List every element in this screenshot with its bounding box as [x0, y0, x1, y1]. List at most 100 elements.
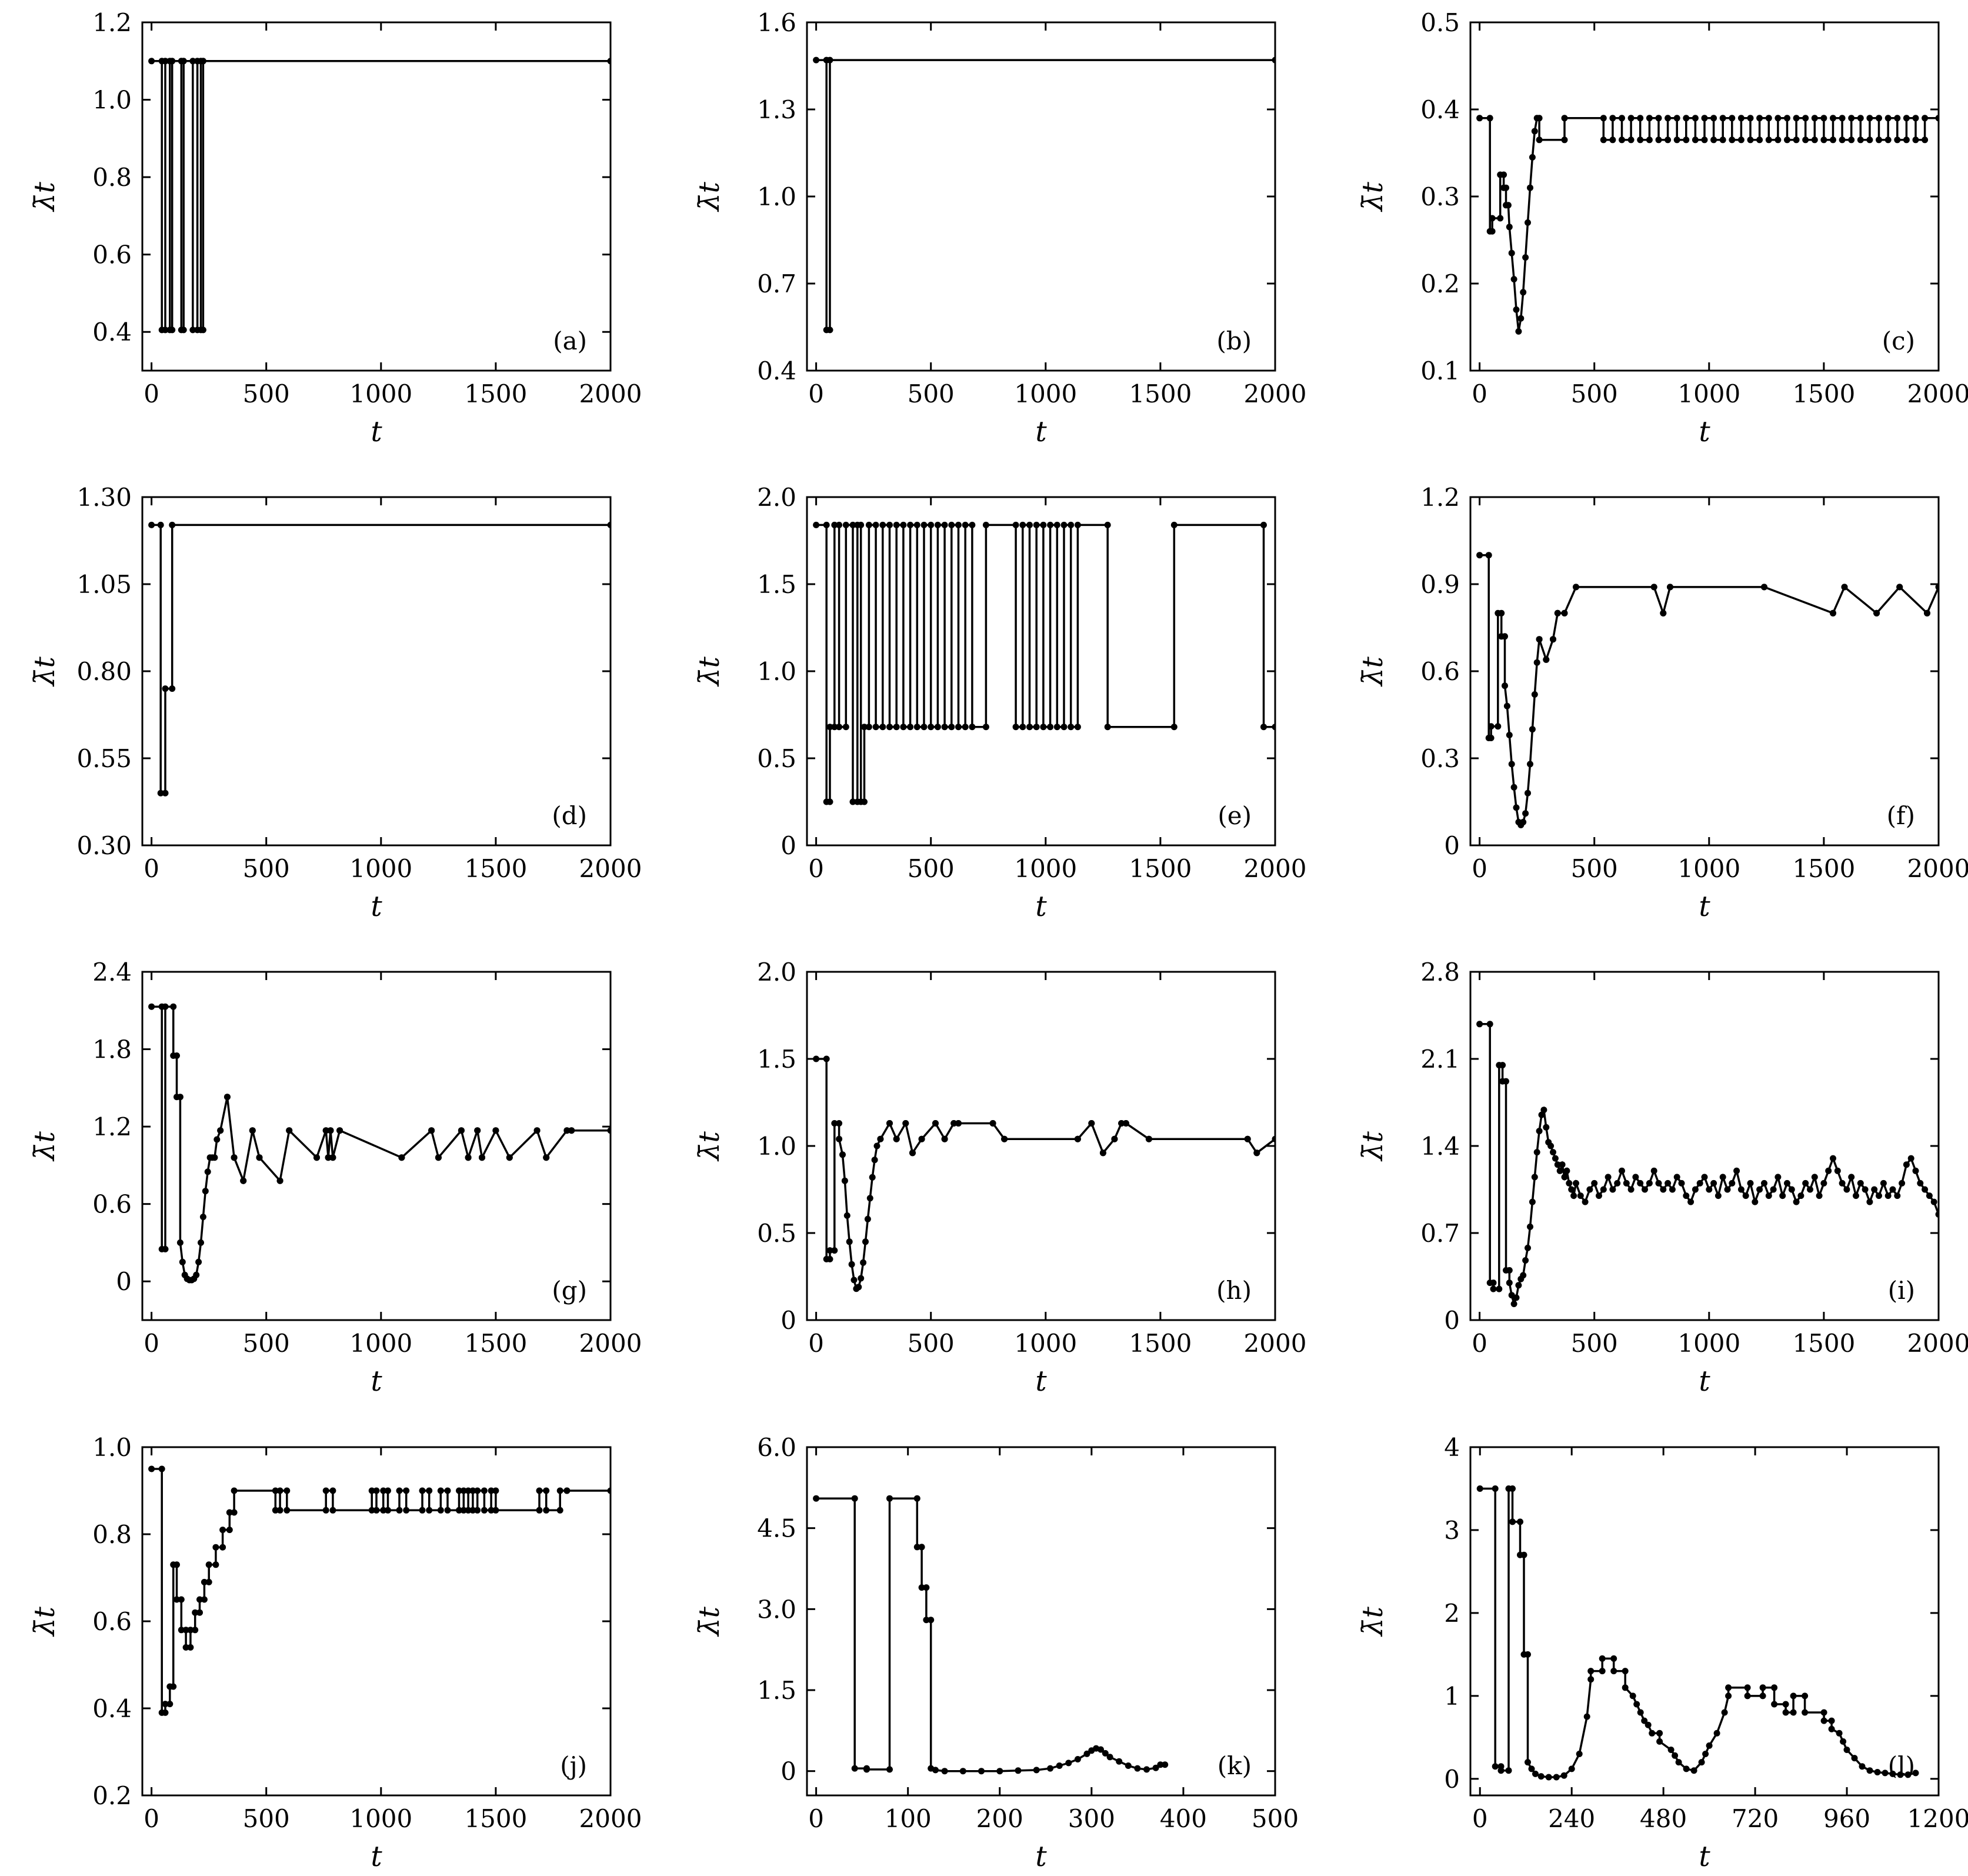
data-point	[187, 1627, 194, 1634]
x-tick-label: 0	[1472, 1804, 1488, 1833]
data-point	[1811, 115, 1818, 122]
data-point	[182, 1627, 189, 1634]
data-point	[1106, 1754, 1113, 1761]
data-point	[1503, 702, 1510, 709]
x-tick-label: 400	[1160, 1804, 1207, 1833]
data-point	[836, 521, 843, 528]
data-point	[1802, 136, 1809, 144]
data-point	[941, 521, 948, 528]
data-point	[1033, 724, 1040, 731]
x-tick-label: 500	[1252, 1804, 1299, 1833]
y-axis-label: λ̄t	[28, 181, 61, 212]
data-point	[226, 1527, 233, 1534]
data-point	[1765, 136, 1772, 144]
data-point	[842, 724, 849, 731]
panel-label: (i)	[1888, 1276, 1915, 1305]
data-point	[1026, 724, 1033, 731]
data-point	[322, 1487, 329, 1494]
panel-label: (g)	[552, 1276, 587, 1305]
data-point	[1125, 1762, 1132, 1769]
data-point	[1506, 732, 1513, 738]
panel-label: (h)	[1216, 1276, 1252, 1305]
data-point	[336, 1127, 343, 1134]
data-point	[1538, 1111, 1545, 1118]
x-tick-label: 0	[144, 1804, 159, 1833]
data-point	[1692, 1186, 1699, 1193]
y-axis-label: λ̄t	[1356, 1606, 1389, 1637]
data-point	[456, 1487, 462, 1494]
data-point	[831, 521, 838, 528]
data-point	[1848, 136, 1855, 144]
series-line	[1479, 1023, 1939, 1308]
data-point	[212, 1544, 219, 1551]
data-point	[169, 326, 176, 334]
x-tick-label: 1500	[464, 379, 527, 408]
data-point	[1492, 1485, 1499, 1492]
data-point	[368, 1487, 375, 1494]
data-point	[1570, 1192, 1577, 1199]
data-point	[1532, 1770, 1539, 1777]
data-point	[1782, 1701, 1789, 1708]
data-point	[1687, 1198, 1695, 1205]
data-point	[851, 1495, 858, 1502]
y-tick-label: 0.5	[1420, 8, 1460, 37]
data-point	[886, 1766, 893, 1773]
data-point	[1744, 1692, 1751, 1700]
data-point	[1912, 136, 1919, 144]
data-point	[1559, 1161, 1566, 1168]
chart-panel-8: 0 500 1000 1500 2000 0 0.5 1.0 1.5 2.0 t λ̄t (h)	[693, 958, 1306, 1398]
data-point	[1713, 1730, 1720, 1737]
data-point	[1582, 1198, 1589, 1205]
data-point	[276, 1507, 283, 1514]
y-tick-label: 0	[1444, 831, 1460, 860]
data-point	[1683, 136, 1690, 144]
data-point	[1719, 115, 1726, 122]
data-point	[1489, 228, 1496, 235]
x-tick-label: 1500	[464, 1804, 527, 1833]
data-point	[1554, 1161, 1561, 1168]
data-point	[1622, 1684, 1629, 1691]
data-point	[1774, 1174, 1782, 1181]
data-point	[380, 1507, 387, 1514]
data-point	[923, 1617, 930, 1624]
data-point	[1926, 1192, 1933, 1199]
data-point	[256, 1154, 263, 1161]
x-tick-label: 500	[908, 1329, 955, 1358]
data-point	[846, 1238, 853, 1245]
series-line	[816, 1058, 1275, 1291]
x-tick-label: 300	[1068, 1804, 1115, 1833]
y-tick-label: 0.7	[1420, 1219, 1460, 1248]
y-axis-label: λ̄t	[28, 656, 61, 687]
x-tick-label: 1500	[464, 854, 527, 883]
data-point	[1502, 633, 1508, 640]
data-point	[1510, 784, 1517, 791]
data-point	[907, 724, 914, 731]
data-point	[178, 1627, 185, 1634]
x-tick-label: 500	[243, 854, 290, 883]
data-point	[1495, 723, 1502, 730]
data-point	[1667, 584, 1673, 591]
y-axis-label: λ̄t	[693, 1606, 726, 1637]
y-tick-label: 0	[780, 1757, 796, 1786]
data-point	[841, 1177, 848, 1184]
data-point	[1673, 136, 1680, 144]
data-point	[982, 521, 989, 528]
data-point	[1525, 1651, 1531, 1658]
data-point	[1752, 1198, 1759, 1205]
data-point	[1522, 1257, 1529, 1264]
data-point	[179, 1258, 186, 1265]
y-tick-label: 1.2	[1420, 483, 1460, 512]
data-point	[1157, 1761, 1164, 1768]
data-point	[1065, 1760, 1072, 1767]
data-point	[1561, 1174, 1568, 1181]
y-tick-label: 0.55	[76, 744, 132, 773]
plot-frame	[1469, 496, 1940, 847]
data-point	[176, 1094, 184, 1101]
data-point	[1490, 1285, 1497, 1292]
data-point	[1609, 115, 1616, 122]
x-axis-label: t	[1035, 415, 1047, 448]
data-point	[1848, 115, 1855, 122]
y-axis-label: λ̄t	[693, 1131, 726, 1161]
data-point	[456, 1507, 462, 1514]
data-point	[1573, 584, 1579, 591]
